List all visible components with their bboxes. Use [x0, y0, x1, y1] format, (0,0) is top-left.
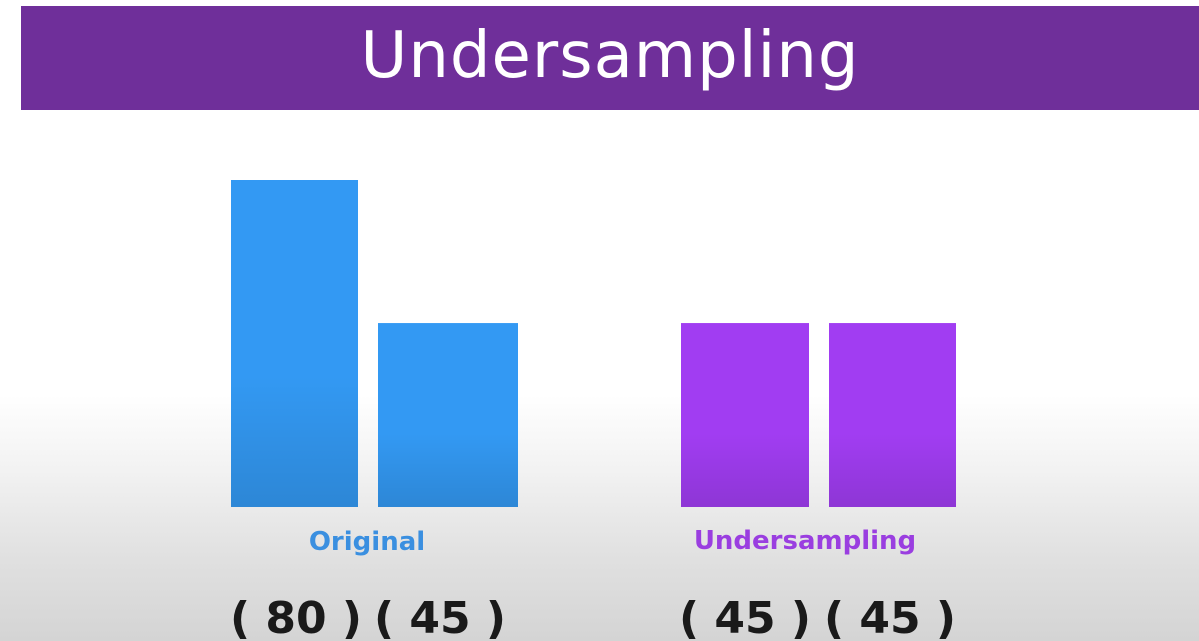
undersampling-group-label: Undersampling	[694, 526, 916, 556]
undersampling-bar-2-shade	[829, 323, 956, 507]
original-group-label: Original	[309, 527, 425, 557]
original-bar-1-shade	[231, 180, 358, 507]
title-banner: Undersampling	[21, 6, 1199, 110]
original-count-label-2: ( 45 )	[374, 593, 506, 641]
undersampling-count-label-1: ( 45 )	[679, 593, 811, 641]
original-count-label-1: ( 80 )	[230, 593, 362, 641]
original-bar-2-shade	[378, 323, 518, 507]
page-title: Undersampling	[360, 19, 860, 93]
undersampling-bar-1-shade	[681, 323, 809, 507]
undersampling-count-label-2: ( 45 )	[824, 593, 956, 641]
